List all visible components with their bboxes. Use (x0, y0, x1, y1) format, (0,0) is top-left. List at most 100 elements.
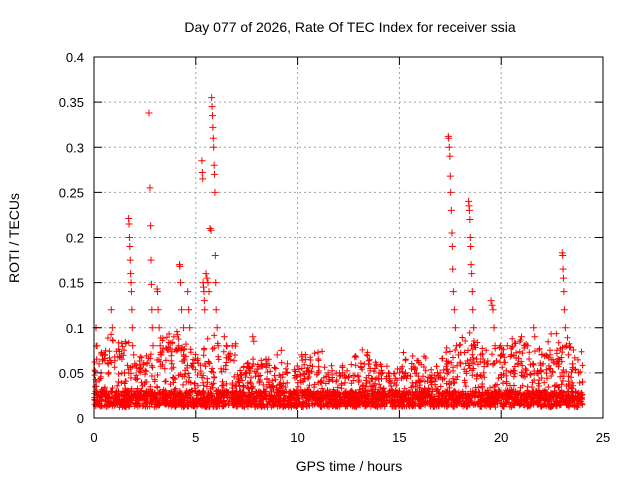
data-point (416, 378, 424, 386)
y-tick-label: 0 (77, 411, 84, 426)
data-point (211, 252, 219, 260)
data-point (531, 333, 539, 341)
data-point (530, 324, 538, 332)
data-point (224, 351, 232, 359)
data-point (452, 342, 460, 350)
data-point (207, 226, 215, 234)
data-point (488, 301, 496, 309)
data-point (186, 324, 194, 332)
data-point (202, 270, 210, 278)
data-point (213, 324, 221, 332)
data-point (436, 369, 444, 377)
y-tick-label: 0.3 (66, 140, 84, 155)
data-point (214, 342, 222, 350)
data-point (263, 360, 271, 368)
data-point (302, 355, 310, 363)
data-point (448, 243, 456, 251)
x-tick-label: 10 (290, 430, 304, 445)
data-point (306, 369, 314, 377)
data-point (371, 364, 379, 372)
data-point (212, 279, 220, 287)
data-point (198, 169, 206, 177)
data-point (471, 342, 479, 350)
data-point (564, 351, 572, 359)
data-point (129, 342, 137, 350)
data-point (146, 184, 154, 192)
data-point (249, 333, 257, 341)
data-point (100, 351, 108, 359)
data-series-bulk (91, 328, 586, 411)
data-point (487, 297, 495, 305)
data-point (156, 342, 164, 350)
data-point (426, 373, 434, 381)
data-point (201, 306, 209, 314)
data-point (95, 360, 103, 368)
data-point (154, 306, 162, 314)
data-point (365, 360, 373, 368)
data-point (466, 234, 474, 241)
data-point (180, 324, 188, 332)
data-point (562, 342, 570, 350)
x-tick-label: 20 (494, 430, 508, 445)
data-point (451, 324, 459, 332)
x-tick-label: 5 (192, 430, 199, 445)
data-point (491, 342, 499, 350)
data-point (205, 288, 213, 296)
data-point (546, 351, 554, 359)
data-point (345, 373, 352, 381)
data-point (127, 279, 135, 287)
data-point (273, 351, 281, 359)
data-point (561, 324, 569, 332)
data-point (445, 134, 453, 142)
data-point (220, 333, 228, 341)
y-tick-label: 0.1 (66, 321, 84, 336)
data-point (204, 279, 212, 287)
data-point (375, 369, 383, 377)
data-point (355, 378, 363, 386)
data-point (210, 161, 218, 169)
data-point (467, 261, 475, 269)
data-point (250, 337, 258, 345)
data-point (104, 360, 112, 368)
data-point (277, 346, 285, 354)
data-point (211, 170, 219, 178)
data-point (449, 288, 457, 296)
data-point (184, 288, 192, 296)
data-point (470, 324, 478, 332)
data-point (130, 351, 138, 359)
data-point (490, 324, 498, 332)
y-tick-label: 0.15 (59, 276, 84, 291)
data-point (385, 378, 393, 386)
y-tick-labels: 0 0.05 0.1 0.15 0.2 0.25 0.3 0.35 0.4 (59, 50, 84, 426)
data-point (148, 306, 156, 314)
axis-ticks (93, 56, 604, 419)
data-point (395, 369, 403, 377)
data-point (448, 229, 456, 237)
data-point (147, 256, 155, 264)
data-point (154, 288, 162, 296)
data-point (467, 243, 475, 251)
y-tick-label: 0.25 (59, 185, 84, 200)
data-point (210, 143, 218, 151)
chart-title: Day 077 of 2026, Rate Of TEC Index for r… (184, 19, 515, 35)
data-point (560, 288, 568, 296)
data-point (145, 109, 153, 117)
data-point (178, 306, 186, 314)
data-point (185, 306, 193, 314)
y-tick-label: 0.35 (59, 95, 84, 110)
data-point (338, 369, 346, 377)
data-point (324, 369, 332, 377)
data-point (447, 206, 455, 214)
x-tick-label: 15 (392, 430, 406, 445)
data-point (203, 274, 211, 282)
data-point (468, 288, 476, 296)
data-point (243, 369, 251, 377)
data-point (93, 342, 101, 350)
data-point (222, 342, 230, 350)
data-point (209, 134, 217, 142)
data-point (466, 215, 474, 223)
data-point (450, 306, 458, 314)
data-point (108, 324, 116, 332)
data-point (176, 262, 184, 270)
